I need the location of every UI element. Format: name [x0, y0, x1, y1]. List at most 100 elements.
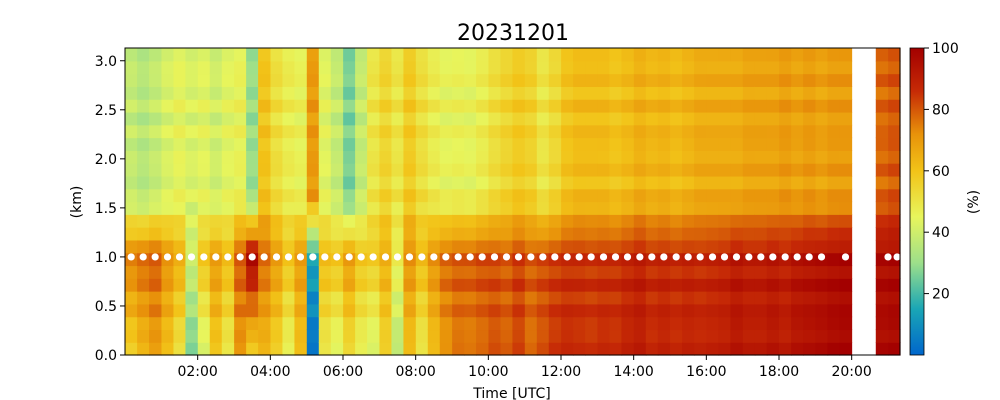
heatmap-cell: [270, 86, 284, 100]
heatmap-cell: [888, 316, 901, 331]
heatmap-cell: [573, 60, 586, 75]
heatmap-cell: [875, 99, 889, 113]
heatmap-cell: [597, 175, 611, 190]
heatmap-cell: [875, 111, 889, 126]
heatmap-cell: [330, 73, 344, 87]
marker-point: [720, 253, 729, 261]
heatmap-cell: [294, 316, 308, 331]
heatmap-cell: [427, 137, 441, 151]
heatmap-cell: [573, 265, 586, 279]
heatmap-cell: [355, 48, 368, 62]
heatmap-cell: [367, 124, 380, 139]
heatmap-cell: [282, 111, 296, 126]
heatmap-cell: [367, 73, 380, 87]
marker-point: [757, 253, 765, 261]
heatmap-cell: [318, 265, 332, 279]
heatmap-cell: [173, 265, 187, 279]
heatmap-cell: [125, 60, 138, 75]
heatmap-cell: [427, 201, 441, 215]
heatmap-cell: [524, 291, 538, 305]
heatmap-cell: [609, 73, 623, 87]
heatmap-cell: [161, 137, 175, 151]
heatmap-cell: [137, 303, 150, 318]
heatmap-cell: [185, 163, 199, 177]
heatmap-cell: [706, 303, 720, 318]
heatmap-cell: [779, 48, 792, 62]
heatmap-cell: [258, 265, 271, 279]
heatmap-cell: [585, 111, 598, 126]
heatmap-cell: [306, 316, 320, 331]
heatmap-cell: [633, 150, 647, 164]
heatmap-cell: [330, 188, 344, 203]
heatmap-cell: [343, 188, 356, 203]
heatmap-cell: [330, 137, 344, 151]
heatmap-cell: [548, 163, 562, 177]
heatmap-cell: [561, 111, 574, 126]
heatmap-cell: [609, 265, 623, 279]
heatmap-cell: [464, 265, 477, 279]
heatmap-cell: [476, 303, 489, 318]
heatmap-cell: [221, 265, 235, 279]
heatmap-cell: [234, 175, 247, 190]
heatmap-cell: [548, 86, 562, 100]
heatmap-cell: [427, 214, 441, 228]
heatmap-cell: [379, 188, 393, 203]
heatmap-cell: [742, 99, 756, 113]
colorbar: [909, 47, 925, 356]
heatmap-cell: [754, 303, 768, 318]
heatmap-cell: [221, 48, 235, 62]
heatmap-cell: [706, 48, 720, 62]
heatmap-cell: [318, 291, 332, 305]
heatmap-cell: [125, 163, 138, 177]
heatmap-cell: [221, 175, 235, 190]
heatmap-cell: [209, 99, 223, 113]
heatmap-cell: [645, 227, 659, 241]
heatmap-cell: [391, 278, 405, 292]
heatmap-cell: [633, 60, 647, 75]
heatmap-cell: [246, 342, 259, 356]
heatmap-cell: [234, 124, 247, 139]
heatmap-cell: [888, 175, 901, 190]
heatmap-cell: [585, 291, 598, 305]
heatmap-cell: [536, 265, 550, 279]
heatmap-cell: [609, 188, 623, 203]
heatmap-cell: [791, 303, 804, 318]
heatmap-cell: [391, 150, 405, 164]
heatmap-cell: [766, 303, 780, 318]
heatmap-cell: [803, 291, 816, 305]
heatmap-cell: [718, 329, 732, 343]
heatmap-cell: [694, 239, 707, 254]
heatmap-cell: [512, 239, 526, 254]
heatmap-cell: [488, 188, 502, 203]
heatmap-cell: [718, 137, 732, 151]
heatmap-cell: [561, 316, 574, 331]
heatmap-cell: [766, 291, 780, 305]
marker-point: [551, 253, 559, 261]
heatmap-cell: [657, 201, 671, 215]
heatmap-cell: [670, 86, 683, 100]
heatmap-cell: [791, 137, 804, 151]
heatmap-cell: [875, 137, 889, 151]
heatmap-cell: [561, 175, 574, 190]
heatmap-cell: [464, 329, 477, 343]
heatmap-cell: [585, 175, 598, 190]
heatmap-cell: [791, 291, 804, 305]
heatmap-cell: [452, 188, 465, 203]
heatmap-cell: [464, 137, 477, 151]
heatmap-cell: [294, 278, 308, 292]
heatmap-cell: [875, 278, 889, 292]
heatmap-cell: [694, 342, 707, 356]
heatmap-cell: [573, 150, 586, 164]
heatmap-cell: [318, 188, 332, 203]
heatmap-cell: [706, 150, 720, 164]
heatmap-cell: [318, 239, 332, 254]
heatmap-cell: [597, 111, 611, 126]
heatmap-cell: [137, 188, 150, 203]
heatmap-cell: [379, 316, 393, 331]
heatmap-cell: [197, 188, 211, 203]
heatmap-cell: [137, 124, 150, 139]
heatmap-cell: [621, 342, 635, 356]
heatmap-cell: [500, 124, 514, 139]
heatmap-cell: [682, 227, 695, 241]
heatmap-cell: [415, 188, 429, 203]
